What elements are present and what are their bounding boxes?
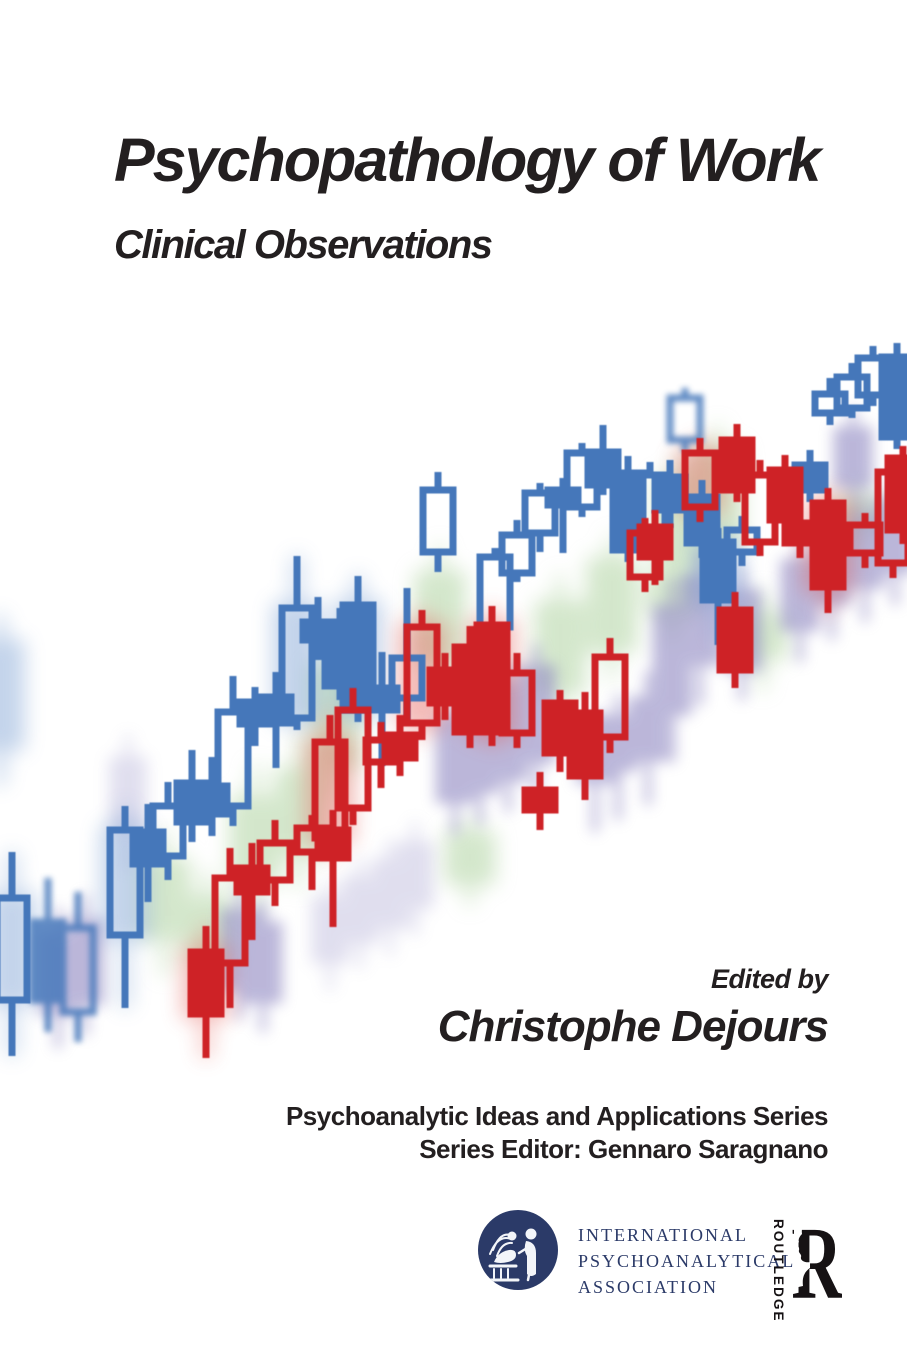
ipa-name: INTERNATIONAL PSYCHOANALYTICAL ASSOCIATI…	[578, 1222, 795, 1300]
edited-by-label: Edited by	[710, 964, 829, 994]
title-block: Psychopathology of Work Clinical Observa…	[114, 126, 821, 267]
book-title: Psychopathology of Work	[114, 126, 821, 194]
byline: Edited by Christophe Dejours	[437, 964, 829, 1052]
series-editor: Series Editor: Gennaro Saragnano	[419, 1134, 828, 1164]
ipa-name-line1: INTERNATIONAL	[578, 1225, 748, 1245]
series-title: Psychoanalytic Ideas and Applications Se…	[285, 1101, 829, 1131]
candle-series-red	[187, 424, 907, 1058]
editor-name: Christophe Dejours	[437, 1002, 829, 1051]
ipa-name-line2: PSYCHOANALYTICAL	[578, 1251, 796, 1271]
ipa-emblem-icon	[478, 1210, 558, 1290]
ipa-logo: INTERNATIONAL PSYCHOANALYTICAL ASSOCIATI…	[476, 1208, 795, 1300]
candle-series-purple-faint	[109, 735, 434, 990]
publisher-row: INTERNATIONAL PSYCHOANALYTICAL ASSOCIATI…	[0, 1205, 907, 1323]
ipa-name-line3: ASSOCIATION	[578, 1277, 719, 1297]
candle-series-blue	[0, 343, 907, 1056]
series-block: Psychoanalytic Ideas and Applications Se…	[285, 1100, 829, 1166]
routledge-logo: ROUTLEDGE R	[766, 1210, 842, 1323]
candle-series-blue-soft	[29, 388, 704, 1042]
routledge-r-icon: R	[791, 1210, 842, 1314]
book-subtitle: Clinical Observations	[114, 223, 493, 267]
routledge-wordmark: ROUTLEDGE	[771, 1219, 786, 1323]
